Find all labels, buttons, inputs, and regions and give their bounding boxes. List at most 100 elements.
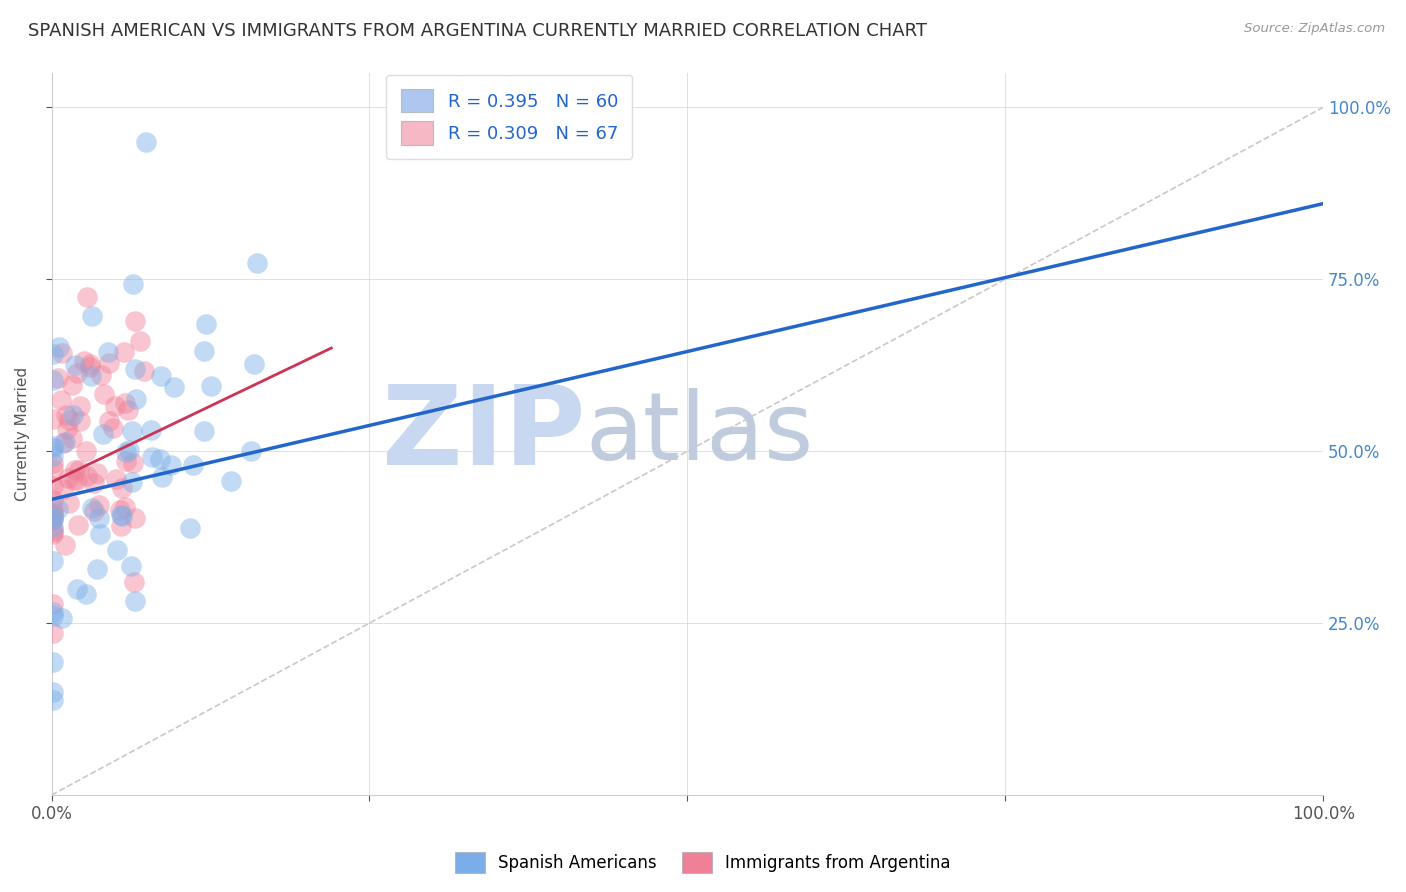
Spanish Americans: [89, 527, 111, 541]
Spanish Americans: [105, 542, 128, 557]
Immigrants from Argentina: [55, 422, 77, 436]
Immigrants from Argentina: [58, 413, 80, 427]
Immigrants from Argentina: [42, 597, 65, 611]
Spanish Americans: [135, 135, 157, 149]
Spanish Americans: [219, 474, 242, 488]
Immigrants from Argentina: [42, 462, 65, 476]
Spanish Americans: [243, 357, 266, 371]
Immigrants from Argentina: [52, 435, 75, 450]
Immigrants from Argentina: [42, 526, 65, 541]
Immigrants from Argentina: [114, 396, 136, 410]
Spanish Americans: [42, 609, 65, 624]
Spanish Americans: [150, 369, 173, 384]
Immigrants from Argentina: [42, 523, 65, 537]
Spanish Americans: [42, 605, 65, 619]
Immigrants from Argentina: [98, 355, 121, 369]
Immigrants from Argentina: [134, 363, 156, 377]
Immigrants from Argentina: [115, 454, 138, 468]
Spanish Americans: [48, 340, 70, 354]
Spanish Americans: [200, 378, 222, 392]
Spanish Americans: [120, 558, 142, 573]
Spanish Americans: [115, 445, 138, 459]
Spanish Americans: [51, 611, 73, 625]
Immigrants from Argentina: [105, 471, 128, 485]
Immigrants from Argentina: [79, 357, 101, 371]
Spanish Americans: [124, 362, 146, 376]
Immigrants from Argentina: [42, 412, 65, 426]
Spanish Americans: [118, 443, 141, 458]
Spanish Americans: [42, 511, 65, 525]
Spanish Americans: [80, 500, 103, 515]
Immigrants from Argentina: [83, 475, 105, 490]
Immigrants from Argentina: [42, 493, 65, 508]
Immigrants from Argentina: [60, 378, 83, 392]
Immigrants from Argentina: [53, 538, 76, 552]
Spanish Americans: [42, 450, 65, 464]
Spanish Americans: [55, 434, 77, 449]
Spanish Americans: [42, 520, 65, 534]
Spanish Americans: [46, 501, 69, 516]
Immigrants from Argentina: [52, 483, 75, 497]
Immigrants from Argentina: [101, 421, 124, 435]
Spanish Americans: [195, 317, 218, 331]
Immigrants from Argentina: [63, 463, 86, 477]
Immigrants from Argentina: [117, 403, 139, 417]
Spanish Americans: [75, 587, 97, 601]
Spanish Americans: [42, 510, 65, 524]
Immigrants from Argentina: [42, 507, 65, 521]
Immigrants from Argentina: [66, 473, 89, 487]
Spanish Americans: [121, 424, 143, 438]
Immigrants from Argentina: [98, 414, 121, 428]
Spanish Americans: [86, 562, 108, 576]
Immigrants from Argentina: [79, 359, 101, 374]
Spanish Americans: [42, 439, 65, 453]
Immigrants from Argentina: [46, 370, 69, 384]
Immigrants from Argentina: [62, 473, 84, 487]
Immigrants from Argentina: [56, 471, 79, 485]
Immigrants from Argentina: [124, 313, 146, 327]
Immigrants from Argentina: [42, 625, 65, 640]
Spanish Americans: [66, 582, 89, 596]
Spanish Americans: [42, 693, 65, 707]
Spanish Americans: [179, 520, 201, 534]
Spanish Americans: [160, 458, 183, 472]
Text: ZIP: ZIP: [382, 381, 586, 488]
Spanish Americans: [193, 343, 215, 358]
Immigrants from Argentina: [75, 444, 97, 458]
Spanish Americans: [239, 443, 262, 458]
Immigrants from Argentina: [93, 387, 115, 401]
Immigrants from Argentina: [58, 496, 80, 510]
Y-axis label: Currently Married: Currently Married: [15, 367, 30, 501]
Immigrants from Argentina: [114, 500, 136, 515]
Immigrants from Argentina: [42, 479, 65, 493]
Immigrants from Argentina: [42, 456, 65, 470]
Spanish Americans: [42, 346, 65, 360]
Immigrants from Argentina: [104, 399, 127, 413]
Text: atlas: atlas: [586, 388, 814, 480]
Spanish Americans: [122, 277, 145, 291]
Spanish Americans: [42, 441, 65, 455]
Spanish Americans: [181, 458, 204, 473]
Immigrants from Argentina: [112, 345, 135, 359]
Immigrants from Argentina: [42, 506, 65, 520]
Spanish Americans: [80, 369, 103, 384]
Spanish Americans: [87, 511, 110, 525]
Immigrants from Argentina: [122, 575, 145, 590]
Immigrants from Argentina: [67, 517, 90, 532]
Legend: Spanish Americans, Immigrants from Argentina: Spanish Americans, Immigrants from Argen…: [449, 846, 957, 880]
Spanish Americans: [148, 452, 170, 467]
Spanish Americans: [65, 358, 87, 372]
Spanish Americans: [124, 594, 146, 608]
Spanish Americans: [62, 408, 84, 422]
Spanish Americans: [110, 508, 132, 522]
Immigrants from Argentina: [89, 498, 111, 512]
Immigrants from Argentina: [90, 368, 112, 383]
Immigrants from Argentina: [66, 366, 89, 380]
Immigrants from Argentina: [76, 468, 98, 483]
Spanish Americans: [121, 475, 143, 489]
Spanish Americans: [150, 469, 173, 483]
Immigrants from Argentina: [108, 503, 131, 517]
Immigrants from Argentina: [42, 510, 65, 524]
Spanish Americans: [111, 509, 134, 524]
Spanish Americans: [93, 427, 115, 442]
